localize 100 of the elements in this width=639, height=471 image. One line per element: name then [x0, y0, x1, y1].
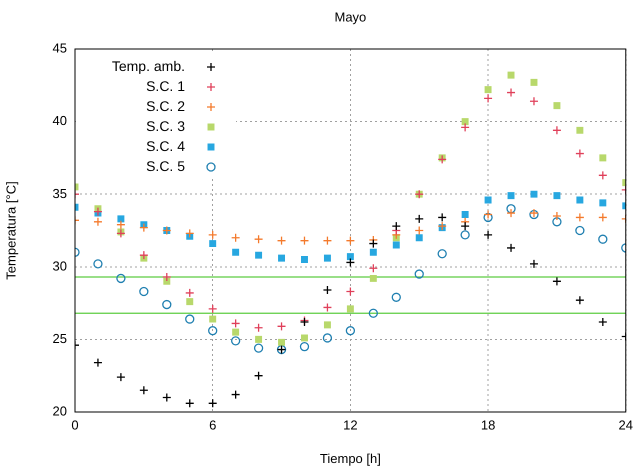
point — [185, 314, 194, 324]
point — [529, 259, 539, 269]
y-tick-label: 45 — [52, 40, 67, 56]
chart-title: Mayo — [334, 10, 366, 25]
point — [575, 296, 585, 305]
point — [552, 211, 562, 221]
point — [438, 221, 447, 231]
point — [553, 102, 560, 110]
legend-label: S.C. 4 — [146, 138, 186, 154]
point — [368, 238, 378, 248]
point — [576, 126, 584, 134]
legend-label: Temp. amb. — [112, 58, 185, 74]
point — [322, 236, 332, 246]
point — [116, 274, 126, 284]
point — [185, 228, 194, 238]
point — [300, 342, 310, 352]
legend-label: S.C. 1 — [146, 78, 186, 94]
point — [506, 208, 516, 218]
point — [414, 226, 424, 236]
point — [529, 96, 539, 106]
point — [508, 72, 515, 79]
point — [116, 372, 126, 382]
point — [438, 212, 447, 222]
point — [552, 126, 562, 135]
point — [117, 215, 124, 222]
legend-label: S.C. 3 — [146, 118, 186, 134]
point — [116, 220, 126, 230]
point — [599, 154, 606, 162]
y-tick-label: 35 — [52, 186, 67, 201]
point — [460, 230, 470, 240]
point — [322, 333, 332, 343]
x-tick-label: 24 — [618, 417, 634, 432]
point — [208, 230, 218, 240]
point — [93, 358, 103, 368]
point — [598, 317, 608, 327]
point — [552, 217, 562, 226]
point — [230, 233, 240, 242]
point — [162, 392, 172, 402]
point — [254, 323, 264, 332]
point — [322, 302, 332, 312]
point — [301, 256, 308, 264]
point — [208, 326, 218, 336]
point — [254, 343, 264, 353]
point — [93, 217, 103, 226]
point — [462, 118, 469, 126]
point — [483, 230, 493, 240]
point — [462, 211, 469, 218]
point — [209, 316, 216, 323]
point — [230, 336, 240, 346]
point — [599, 199, 606, 206]
point — [370, 248, 377, 256]
legend-label: S.C. 5 — [146, 158, 186, 174]
point — [139, 250, 148, 260]
point — [346, 326, 356, 336]
point — [484, 196, 492, 204]
x-tick-label: 18 — [480, 417, 496, 432]
point — [598, 234, 608, 244]
point — [438, 154, 447, 164]
point — [301, 334, 308, 342]
point — [484, 86, 492, 94]
x-tick-label: 0 — [71, 417, 79, 432]
y-axis-title: Temperatura [°C] — [3, 181, 18, 280]
point — [208, 398, 218, 408]
point — [185, 398, 194, 408]
point — [162, 272, 172, 282]
point — [254, 371, 264, 380]
point — [185, 288, 194, 298]
point — [506, 204, 516, 214]
point — [575, 212, 585, 222]
point — [255, 336, 262, 343]
point — [322, 285, 332, 295]
point — [575, 148, 585, 158]
legend-label: S.C. 2 — [146, 98, 186, 114]
point — [324, 254, 331, 262]
point — [278, 338, 286, 346]
point — [598, 212, 608, 222]
point — [139, 222, 148, 232]
point — [414, 269, 424, 279]
point — [530, 78, 538, 86]
point — [276, 322, 286, 331]
point — [93, 206, 103, 216]
point — [460, 122, 470, 132]
point — [553, 192, 560, 200]
point — [576, 196, 584, 204]
x-tick-label: 6 — [209, 417, 216, 432]
point — [552, 276, 562, 286]
x-axis-title: Tiempo [h] — [320, 450, 381, 466]
point — [598, 170, 608, 180]
point — [278, 254, 286, 262]
point — [346, 286, 356, 296]
point — [116, 228, 126, 238]
y-tick-label: 20 — [52, 404, 67, 419]
point — [506, 88, 516, 98]
point — [414, 214, 424, 224]
point — [324, 321, 331, 328]
point — [392, 292, 401, 302]
point — [230, 318, 240, 328]
point — [255, 252, 262, 259]
point — [300, 236, 310, 246]
y-tick-label: 25 — [52, 330, 67, 346]
